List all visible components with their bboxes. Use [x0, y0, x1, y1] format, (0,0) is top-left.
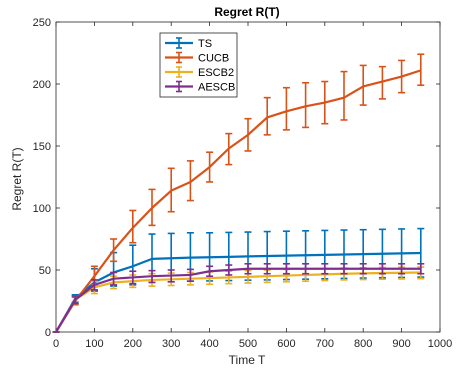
x-tick-label: 1000 — [428, 338, 452, 350]
y-tick-label: 200 — [33, 79, 51, 91]
legend-label: CUCB — [198, 53, 229, 65]
legend-entry-cucb: CUCB — [165, 51, 229, 65]
legend-entry-ts: TS — [165, 37, 212, 50]
y-tick-label: 150 — [33, 141, 51, 153]
series-aescb — [52, 262, 425, 333]
axis-ticks: 0 100 200 300 400 500 600 700 800 900 1000 0 50 100 15… — [33, 17, 453, 350]
legend-entry-aescb: AESCB — [165, 80, 235, 94]
x-tick-label: 500 — [239, 338, 257, 350]
x-tick-label: 400 — [200, 338, 218, 350]
y-tick-label: 100 — [33, 203, 51, 215]
series-layer — [52, 53, 425, 333]
legend-label: TS — [198, 38, 212, 50]
legend-label: AESCB — [198, 82, 235, 94]
x-tick-label: 600 — [277, 338, 295, 350]
x-tick-label: 300 — [162, 338, 180, 350]
y-tick-label: 0 — [45, 327, 51, 339]
legend: TS CUCB ESCB2 AESCB — [159, 32, 238, 98]
legend-label: ESCB2 — [198, 67, 234, 79]
chart-title: Regret R(T) — [214, 5, 279, 19]
legend-entry-escb2: ESCB2 — [165, 66, 234, 79]
x-tick-label: 700 — [316, 338, 334, 350]
x-tick-label: 100 — [85, 338, 103, 350]
x-tick-label: 900 — [392, 338, 410, 350]
series-line — [55, 69, 422, 333]
x-tick-label: 0 — [53, 338, 59, 350]
y-tick-label: 50 — [39, 265, 51, 277]
x-tick-label: 200 — [124, 338, 142, 350]
x-axis-label: Time T — [229, 353, 266, 367]
series-cucb — [52, 53, 425, 333]
y-axis-label: Regret R(T) — [10, 147, 24, 210]
series-line — [55, 267, 421, 333]
x-tick-label: 800 — [354, 338, 372, 350]
plot-area: 0 100 200 300 400 500 600 700 800 900 1000 0 50 100 15… — [33, 17, 453, 350]
series-line — [55, 251, 421, 333]
y-tick-label: 250 — [33, 17, 51, 29]
